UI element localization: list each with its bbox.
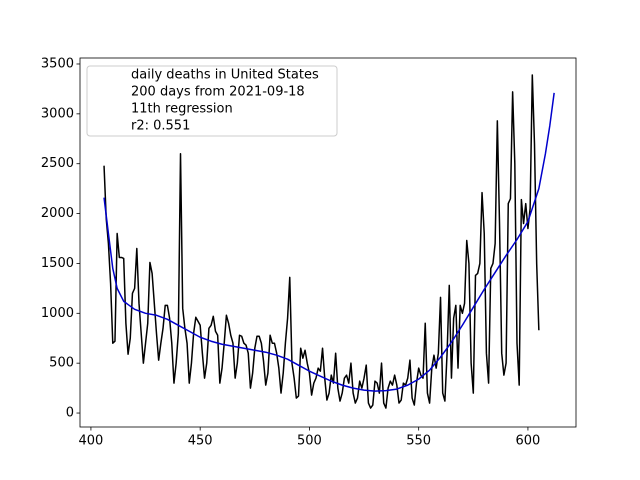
line-series [103, 92, 555, 392]
y-tick-label: 3000 [41, 106, 74, 121]
plot-frame [79, 57, 577, 428]
y-tick-label: 2000 [41, 206, 74, 221]
legend-label: 11th regression [131, 102, 233, 117]
y-tick-label: 3500 [41, 56, 74, 71]
legend-label: r2: 0.551 [131, 119, 190, 134]
y-tick-label: 500 [49, 356, 74, 371]
y-tick-label: 2500 [41, 156, 74, 171]
line-series [103, 74, 540, 409]
legend-label: daily deaths in United States [131, 68, 319, 83]
y-tick-label: 1500 [41, 256, 74, 271]
y-tick-label: 0 [66, 406, 74, 421]
x-tick-label: 450 [188, 434, 213, 449]
legend-label: 200 days from 2021-09-18 [131, 85, 305, 100]
y-tick-label: 1000 [41, 306, 74, 321]
x-tick-label: 550 [406, 434, 431, 449]
x-tick-label: 600 [516, 434, 541, 449]
x-tick-label: 400 [79, 434, 104, 449]
legend-box [86, 65, 338, 137]
x-tick-label: 500 [297, 434, 322, 449]
